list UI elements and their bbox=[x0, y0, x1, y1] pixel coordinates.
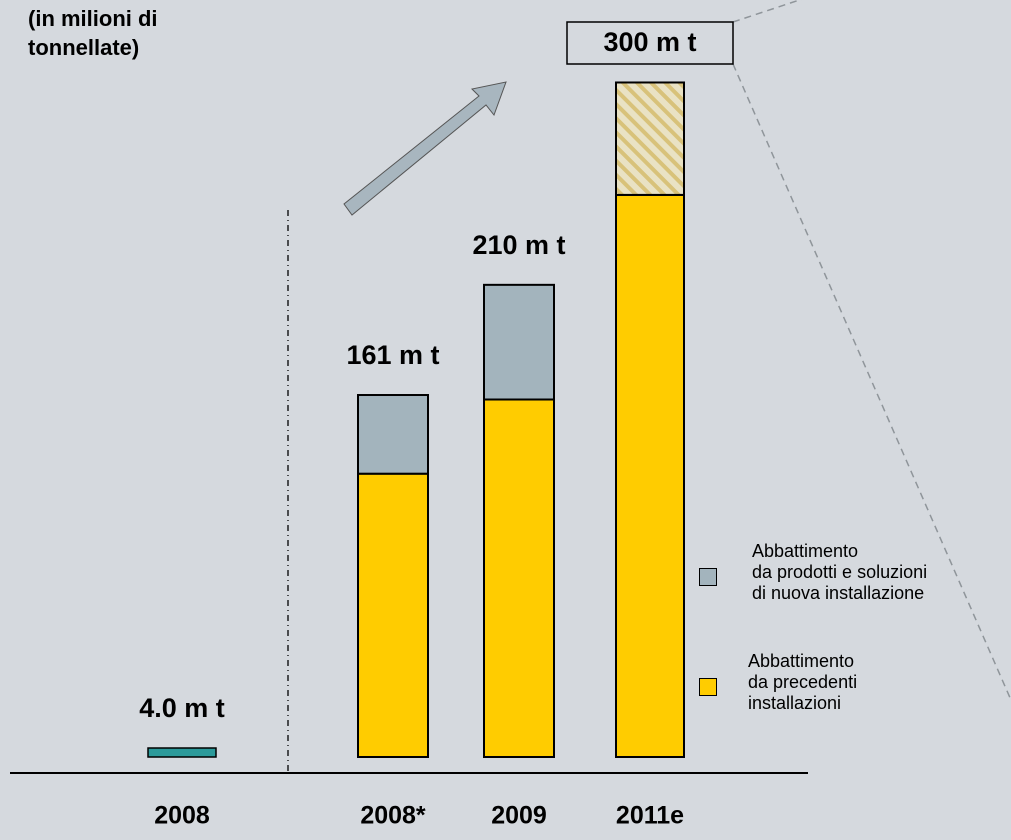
x-tick-label: 2011e bbox=[616, 802, 684, 830]
legend-label: Abbattimento da prodotti e soluzioni di … bbox=[752, 541, 928, 603]
value-label: 4.0 m t bbox=[139, 693, 225, 723]
legend-swatch bbox=[699, 678, 717, 696]
bar bbox=[147, 747, 217, 758]
growth-arrow bbox=[343, 81, 507, 216]
legend-swatch bbox=[699, 568, 717, 586]
subtitle: (in milioni di tonnellate) bbox=[28, 6, 158, 60]
x-tick-label: 2008* bbox=[360, 802, 426, 830]
bar-segment bbox=[483, 283, 555, 401]
value-label: 210 m t bbox=[472, 230, 565, 260]
x-tick-label: 2009 bbox=[491, 802, 547, 830]
label-box bbox=[566, 21, 734, 65]
value-label: 161 m t bbox=[346, 340, 439, 370]
bar-segment bbox=[357, 472, 429, 758]
zoom-line bbox=[732, 0, 802, 23]
bar-segment bbox=[615, 193, 685, 759]
bar-segment bbox=[483, 398, 555, 758]
x-tick-label: 2008 bbox=[154, 802, 210, 830]
bar-segment bbox=[357, 394, 429, 475]
legend-label: Abbattimento da precedenti installazioni bbox=[748, 651, 858, 713]
value-label: 300 m t bbox=[603, 27, 696, 57]
zoom-line bbox=[732, 63, 1011, 701]
bar-segment bbox=[615, 81, 685, 196]
